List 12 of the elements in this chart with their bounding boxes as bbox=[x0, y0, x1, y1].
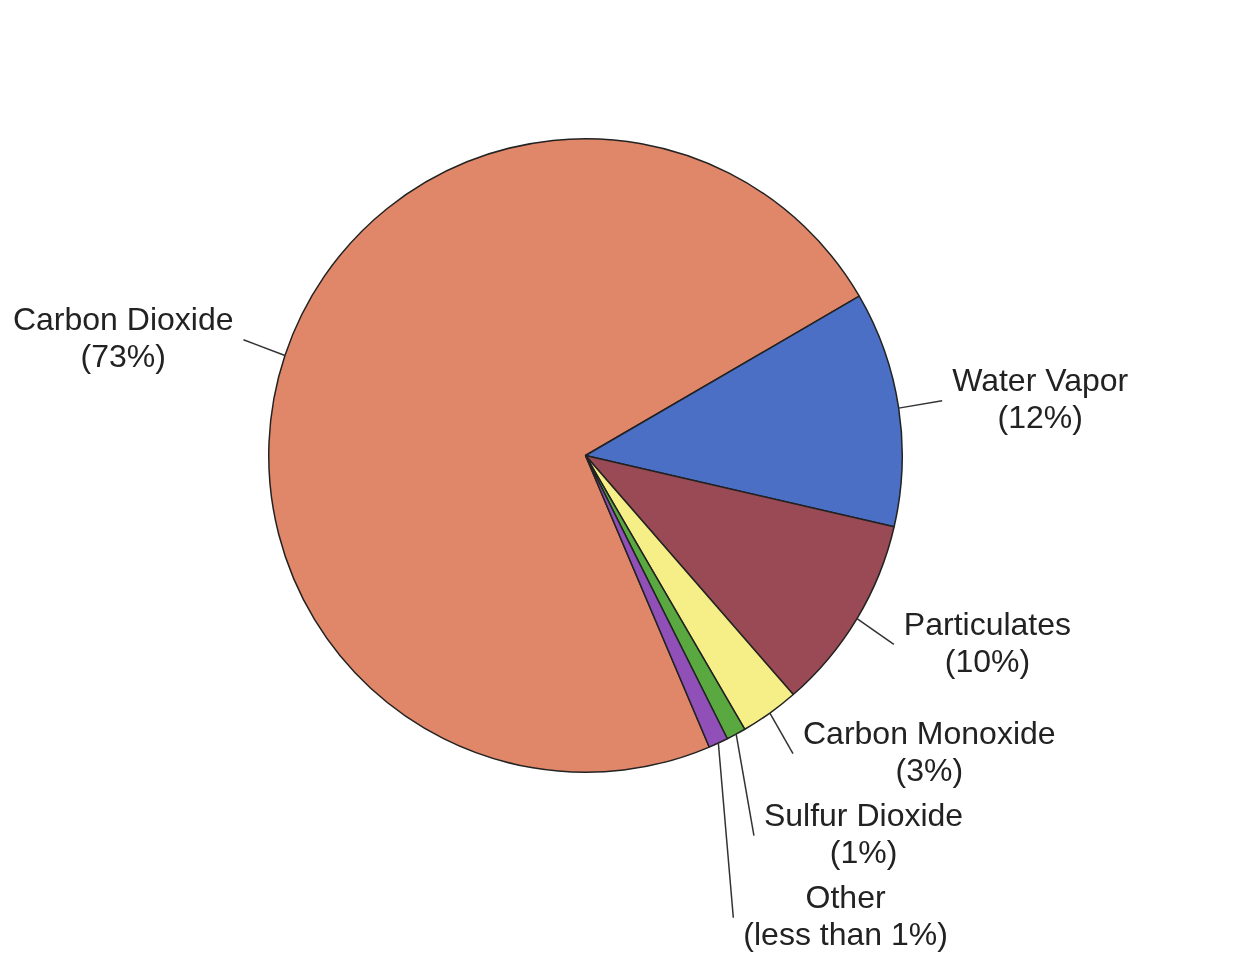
data-label: (10%) bbox=[944, 642, 1031, 679]
slice-label: Particulates bbox=[903, 605, 1072, 642]
data-label: (12%) bbox=[997, 398, 1083, 435]
slice-label: Carbon Dioxide bbox=[12, 301, 234, 338]
data-label: (1%) bbox=[829, 834, 898, 871]
slice-label: Carbon Monoxide bbox=[802, 715, 1056, 752]
data-label: (73%) bbox=[80, 338, 166, 375]
data-label: (less than 1%) bbox=[743, 916, 948, 953]
data-label: (3%) bbox=[895, 752, 964, 789]
slice-label: Sulfur Dioxide bbox=[763, 797, 964, 834]
slice-label: Water Vapor bbox=[952, 361, 1129, 398]
slice-label: Other bbox=[805, 879, 886, 916]
